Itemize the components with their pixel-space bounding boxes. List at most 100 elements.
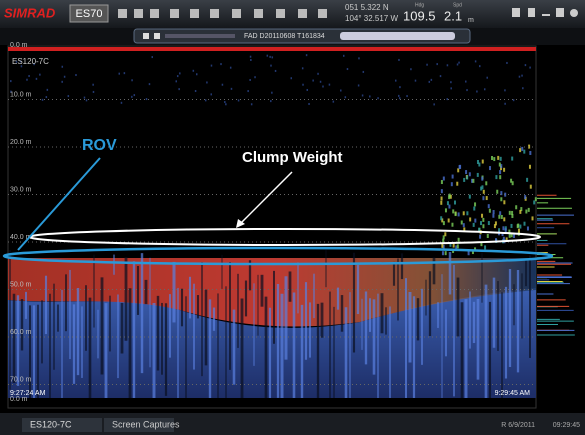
echo-speck bbox=[347, 68, 349, 70]
minimize[interactable] bbox=[542, 14, 550, 16]
echo-speck bbox=[483, 190, 485, 194]
echo-speck bbox=[532, 216, 534, 220]
power[interactable] bbox=[570, 9, 578, 17]
echo-speck bbox=[363, 71, 365, 73]
echo-speck bbox=[469, 195, 471, 199]
echo-speck bbox=[526, 178, 528, 182]
echo-speck bbox=[410, 68, 412, 70]
echo-speck bbox=[504, 89, 506, 91]
echo-speck bbox=[436, 63, 438, 65]
echo-speck bbox=[249, 79, 251, 81]
icon[interactable] bbox=[276, 9, 285, 18]
icon[interactable] bbox=[298, 9, 307, 18]
echo-speck bbox=[415, 80, 417, 82]
echo-speck bbox=[454, 200, 456, 204]
echo-speck bbox=[519, 225, 521, 229]
depth-label: 50.0 m bbox=[10, 281, 32, 288]
echo-speck bbox=[452, 175, 454, 179]
icon[interactable] bbox=[318, 9, 327, 18]
echo-speck bbox=[62, 66, 64, 68]
play-button[interactable] bbox=[143, 33, 149, 39]
echo-speck bbox=[406, 95, 408, 97]
echo-speck bbox=[504, 103, 506, 105]
icon[interactable] bbox=[150, 9, 159, 18]
echo-speck bbox=[225, 103, 227, 105]
echo-speck bbox=[488, 221, 490, 225]
progress-bar[interactable] bbox=[340, 32, 455, 40]
depth-label: 10.0 m bbox=[10, 91, 32, 98]
echo-speck bbox=[399, 86, 401, 88]
depth-label: 0.0 m bbox=[10, 42, 28, 49]
help-icon[interactable] bbox=[528, 8, 535, 17]
echo-speck bbox=[489, 209, 491, 213]
echo-speck bbox=[503, 168, 505, 172]
latitude: 051 5.322 N bbox=[345, 3, 389, 12]
alert-icon[interactable] bbox=[512, 8, 520, 17]
echo-speck bbox=[251, 103, 253, 105]
echo-speck bbox=[523, 150, 525, 154]
icon[interactable] bbox=[170, 9, 179, 18]
echo-speck bbox=[441, 189, 443, 193]
longitude: 104° 32.517 W bbox=[345, 14, 398, 23]
echo-speck bbox=[398, 59, 400, 61]
echo-speck bbox=[238, 99, 240, 101]
speed-slider[interactable] bbox=[165, 34, 235, 38]
echo-speck bbox=[489, 166, 491, 170]
echo-speck bbox=[472, 179, 474, 183]
depth-label: 20.0 m bbox=[10, 139, 32, 146]
echo-speck bbox=[176, 80, 178, 82]
speed-unit: m bbox=[468, 17, 474, 24]
pause-button[interactable] bbox=[154, 33, 160, 39]
echo-speck bbox=[473, 207, 475, 211]
echo-speck bbox=[477, 173, 479, 177]
echo-speck bbox=[131, 96, 133, 98]
echo-speck bbox=[146, 98, 148, 100]
echo-speck bbox=[501, 215, 503, 219]
echo-speck bbox=[28, 75, 30, 77]
echo-speck bbox=[10, 80, 12, 82]
echo-speck bbox=[222, 84, 224, 86]
echo-speck bbox=[177, 75, 179, 77]
echo-speck bbox=[302, 67, 304, 69]
echo-speck bbox=[178, 88, 180, 90]
echo-speck bbox=[530, 185, 532, 189]
icon[interactable] bbox=[190, 9, 199, 18]
echo-speck bbox=[465, 170, 467, 174]
echo-speck bbox=[441, 244, 443, 248]
end-time: 9:29:45 AM bbox=[495, 390, 531, 397]
echo-speck bbox=[463, 211, 465, 215]
echo-speck bbox=[463, 178, 465, 182]
icon[interactable] bbox=[254, 9, 263, 18]
icon[interactable] bbox=[210, 9, 219, 18]
echo-speck bbox=[447, 98, 449, 100]
echo-speck bbox=[457, 63, 459, 65]
echo-speck bbox=[466, 176, 468, 180]
echo-speck bbox=[275, 70, 277, 72]
maximize[interactable] bbox=[556, 8, 564, 17]
echo-speck bbox=[210, 93, 212, 95]
model: ES70 bbox=[76, 8, 103, 20]
echo-speck bbox=[481, 177, 483, 181]
echo-speck bbox=[465, 81, 467, 83]
echo-speck bbox=[448, 205, 450, 209]
echo-speck bbox=[498, 215, 500, 219]
echo-speck bbox=[479, 65, 481, 67]
echo-speck bbox=[513, 99, 515, 101]
echo-speck bbox=[458, 62, 460, 64]
echo-speck bbox=[450, 81, 452, 83]
echo-speck bbox=[456, 182, 458, 186]
icon[interactable] bbox=[118, 9, 127, 18]
echo-speck bbox=[513, 234, 515, 238]
icon[interactable] bbox=[134, 9, 143, 18]
echo-speck bbox=[39, 74, 41, 76]
echo-speck bbox=[271, 92, 273, 94]
echo-speck bbox=[179, 72, 181, 74]
echo-speck bbox=[478, 163, 480, 167]
echo-speck bbox=[440, 75, 442, 77]
icon[interactable] bbox=[232, 9, 241, 18]
echo-speck bbox=[488, 204, 490, 208]
speed: 2.1 bbox=[444, 8, 462, 23]
echo-speck bbox=[358, 84, 360, 86]
tab-label: Screen Captures bbox=[112, 419, 180, 429]
echo-speck bbox=[515, 205, 517, 209]
